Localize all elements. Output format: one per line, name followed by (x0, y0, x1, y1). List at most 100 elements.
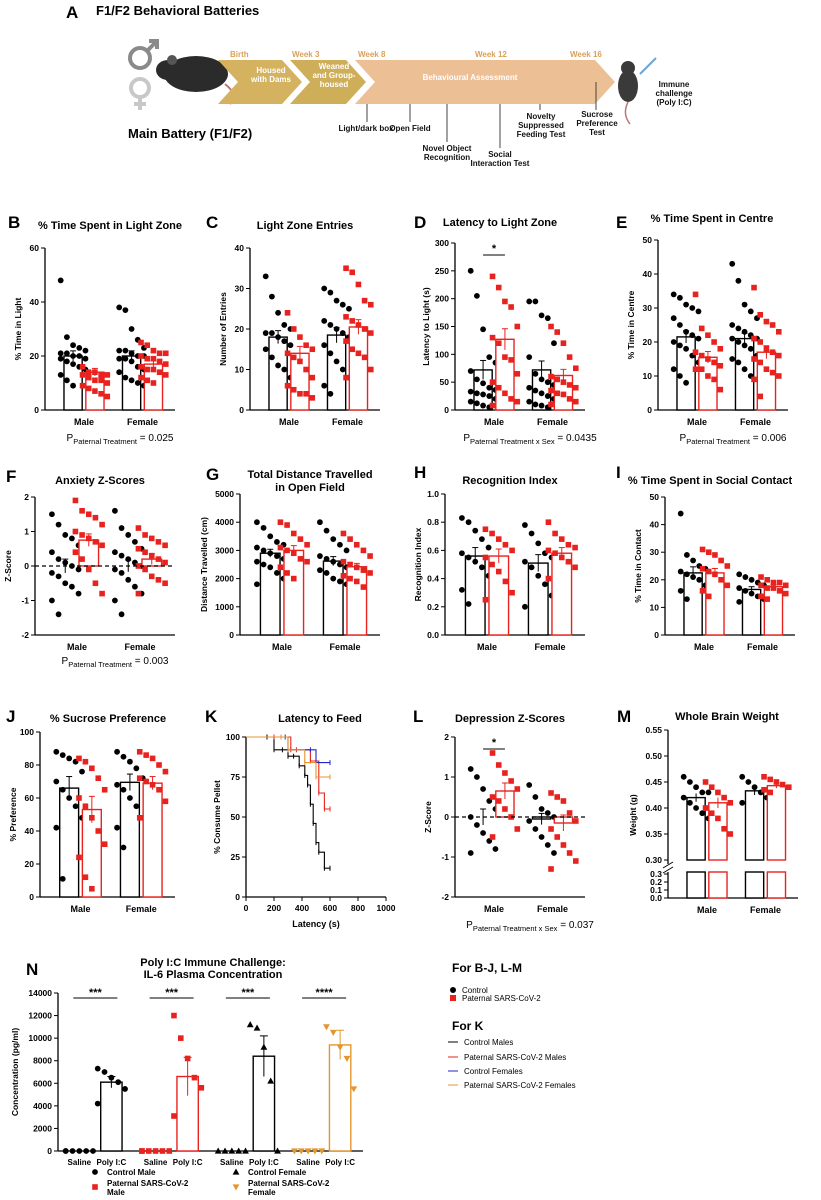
data-point (104, 393, 111, 400)
data-point (89, 765, 95, 772)
y-tick-label: 20 (25, 859, 35, 869)
data-point (495, 284, 502, 291)
y-tick-label: 10 (235, 365, 245, 375)
data-point (742, 574, 749, 580)
data-point (133, 765, 140, 772)
x-axis-title: Latency (s) (292, 919, 340, 929)
bar-paternal-sars-cov-2 (763, 586, 784, 636)
legend-k-pf: Paternal SARS-CoV-2 Females (464, 1081, 576, 1090)
y-tick-label: 0 (647, 405, 652, 415)
data-point (290, 326, 297, 332)
data-point (545, 519, 552, 525)
x-category-label: Poly I:C (96, 1158, 126, 1167)
data-point (748, 590, 755, 597)
data-point (705, 789, 712, 796)
data-point (343, 265, 349, 272)
y-tick-label: 2000 (33, 1123, 52, 1133)
y-tick-label: 250 (435, 266, 449, 276)
x-tick-label: 1000 (377, 903, 396, 913)
legend-paternal: Paternal SARS-CoV-2 (462, 994, 541, 1003)
data-point (82, 803, 89, 810)
data-point (128, 326, 135, 332)
data-point (473, 400, 480, 407)
data-point (758, 593, 764, 600)
data-point (773, 779, 780, 785)
data-point (95, 828, 102, 834)
data-point (705, 332, 711, 338)
data-point (321, 342, 328, 349)
data-point (162, 542, 168, 549)
data-point (465, 601, 472, 607)
panel-letter: L (413, 707, 423, 726)
data-point (367, 330, 374, 336)
timeline-week8: Week 8 (358, 50, 386, 59)
data-point (69, 535, 75, 542)
data-point (698, 352, 705, 359)
data-point (120, 753, 127, 760)
data-point (482, 596, 489, 603)
test-nor: Novel Object Recognition (422, 144, 472, 162)
data-point (670, 315, 677, 322)
data-point (767, 789, 774, 796)
data-point (136, 775, 143, 781)
legend-label: Paternal SARS-CoV-2 (107, 1179, 189, 1188)
y-tick-label: 0.8 (427, 517, 439, 527)
data-point (560, 391, 567, 398)
data-point (290, 354, 297, 361)
data-point (162, 559, 168, 566)
x-category-label: Male (484, 417, 504, 427)
x-category-label: Female (127, 417, 158, 427)
data-point (554, 376, 561, 383)
data-point (735, 325, 742, 332)
y-tick-label: -1 (21, 596, 29, 606)
data-point (136, 815, 143, 821)
data-point (698, 325, 705, 332)
data-point (221, 1147, 229, 1154)
legend-control: Control (462, 986, 488, 995)
data-point (560, 798, 567, 804)
data-point (171, 1113, 177, 1119)
data-point (544, 379, 551, 386)
data-point (152, 1148, 159, 1154)
x-category-label: Female (332, 417, 363, 427)
data-point (122, 355, 129, 362)
data-point (134, 380, 141, 386)
data-point (522, 522, 528, 528)
y-tick-label: 6000 (33, 1078, 52, 1088)
x-category-label: Male (687, 417, 707, 427)
data-point (118, 552, 125, 559)
data-point (333, 358, 340, 365)
data-point (122, 374, 129, 381)
panel-n: N Poly I:C Immune Challenge:IL-6 Plasma C… (10, 957, 363, 1197)
data-point (150, 355, 157, 362)
data-point (473, 822, 480, 828)
data-point (705, 568, 712, 575)
data-point (94, 1065, 101, 1072)
data-point (775, 373, 782, 379)
data-point (155, 577, 162, 583)
data-point (360, 567, 367, 573)
y-tick-label: 8000 (33, 1056, 52, 1066)
y-tick-label: 10 (643, 371, 653, 381)
data-point (572, 365, 579, 372)
data-point (735, 359, 742, 366)
data-point (135, 563, 142, 569)
y-tick-label: 60 (30, 243, 40, 253)
data-point (545, 575, 552, 582)
data-point (274, 1147, 281, 1154)
data-point (747, 308, 754, 315)
y-axis-title: Z-Score (3, 550, 13, 582)
data-point (144, 366, 151, 373)
data-point (693, 805, 699, 811)
data-point (353, 578, 360, 585)
data-point (459, 586, 465, 593)
panel-letter: K (205, 707, 218, 726)
axis-break (662, 866, 674, 874)
x-tick-label: 600 (323, 903, 337, 913)
data-point (148, 535, 155, 542)
panel-j: J % Sucrose Preference 0 20 40 60 80 100 % Prefe… (6, 707, 175, 914)
data-point (495, 384, 502, 391)
panel-d: D Latency to Light Zone 0 50 100 150 200 250 300… (414, 213, 597, 446)
y-tick-label: 2000 (215, 574, 234, 584)
data-point (114, 748, 120, 755)
